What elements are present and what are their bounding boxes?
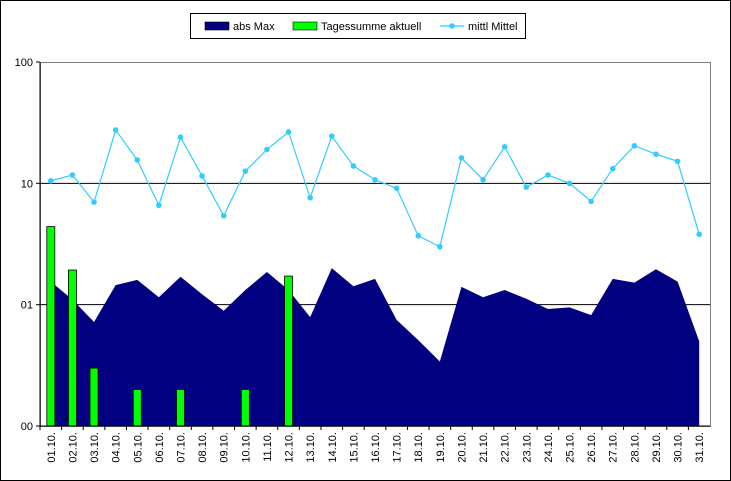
x-tick-label: 20.10. xyxy=(456,432,468,463)
line-marker xyxy=(285,129,292,135)
x-tick-label: 23.10. xyxy=(521,432,533,463)
y-tick-label: 01 xyxy=(21,300,33,312)
line-marker xyxy=(609,165,616,172)
line-marker xyxy=(566,180,573,187)
legend-marker xyxy=(449,23,455,29)
bar xyxy=(132,389,142,427)
line-marker xyxy=(415,232,422,239)
line-marker xyxy=(112,127,119,133)
line-marker xyxy=(328,133,335,139)
line-marker xyxy=(480,176,486,183)
x-tick-label: 17.10. xyxy=(392,432,404,463)
x-tick-label: 27.10. xyxy=(608,432,620,463)
line-marker xyxy=(307,194,313,201)
line-marker xyxy=(653,151,659,157)
x-tick-label: 28.10. xyxy=(629,432,641,463)
line-marker xyxy=(220,213,227,219)
x-tick-label: 15.10. xyxy=(348,432,360,463)
x-tick-label: 30.10. xyxy=(673,432,685,463)
x-tick-label: 21.10. xyxy=(478,432,490,463)
x-tick-label: 19.10. xyxy=(435,432,447,463)
line-marker xyxy=(545,172,551,178)
line-marker xyxy=(264,146,270,153)
x-tick-label: 24.10. xyxy=(543,432,555,463)
x-tick-label: 29.10. xyxy=(651,432,663,463)
x-tick-label: 02.10. xyxy=(67,432,79,463)
line-marker xyxy=(134,157,141,163)
line-marker xyxy=(631,142,638,149)
line-marker xyxy=(674,158,681,165)
bar xyxy=(68,269,77,427)
line-marker xyxy=(350,163,357,169)
x-tick-label: 16.10. xyxy=(370,432,382,463)
line-marker xyxy=(393,185,400,192)
legend-box xyxy=(190,13,526,39)
x-tick-label: 09.10. xyxy=(219,432,231,463)
x-tick-label: 01.10. xyxy=(46,432,58,463)
y-tick-label: 00 xyxy=(21,421,33,433)
line-marker xyxy=(91,199,97,205)
line-marker xyxy=(458,155,465,161)
x-tick-label: 11.10. xyxy=(262,432,274,462)
line-marker xyxy=(501,144,508,150)
x-tick-label: 13.10. xyxy=(305,432,317,463)
legend-swatch xyxy=(204,21,230,31)
x-tick-label: 18.10. xyxy=(413,432,425,463)
bar xyxy=(284,275,293,427)
line-marker xyxy=(48,177,54,184)
x-tick-label: 31.10. xyxy=(694,432,706,463)
line-marker xyxy=(696,231,702,238)
bar xyxy=(46,226,56,427)
y-tick-label: 100 xyxy=(15,57,33,69)
x-tick-label: 26.10. xyxy=(586,432,598,463)
legend-swatch xyxy=(292,21,318,31)
x-tick-label: 12.10. xyxy=(284,432,296,463)
x-tick-label: 04.10. xyxy=(111,432,123,463)
y-tick-label: 10 xyxy=(21,178,33,190)
x-tick-label: 07.10. xyxy=(175,432,187,463)
x-tick-label: 06.10. xyxy=(154,432,166,463)
bar xyxy=(240,389,250,427)
line-marker xyxy=(372,176,378,183)
line-marker xyxy=(523,184,530,190)
line-marker xyxy=(156,202,162,209)
x-tick-label: 08.10. xyxy=(197,432,209,463)
x-tick-label: 03.10. xyxy=(89,432,101,463)
line-marker xyxy=(437,243,443,250)
line-marker xyxy=(199,173,205,179)
legend-label: abs Max xyxy=(233,21,275,33)
x-tick-label: 05.10. xyxy=(132,432,144,463)
line-marker xyxy=(69,172,76,178)
legend-label: Tagessumme aktuell xyxy=(321,21,421,33)
line-marker xyxy=(177,134,184,141)
area xyxy=(50,268,700,426)
x-tick-label: 22.10. xyxy=(500,432,512,463)
x-tick-label: 14.10. xyxy=(327,432,339,463)
x-tick-label: 25.10. xyxy=(565,432,577,463)
legend-label: mittl Mittel xyxy=(468,21,518,33)
bar xyxy=(89,367,99,427)
bar xyxy=(176,389,185,427)
x-tick-label: 10.10. xyxy=(240,432,252,463)
line-marker xyxy=(242,168,249,174)
line-marker xyxy=(588,198,594,205)
